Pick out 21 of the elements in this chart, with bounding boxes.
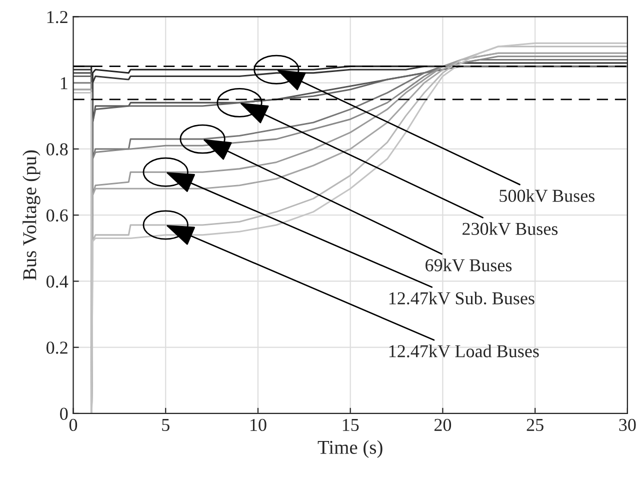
x-tick-label: 30 <box>619 418 636 432</box>
x-tick-label: 0 <box>69 418 78 432</box>
annotation: 12.47kV Load Buses <box>389 344 539 358</box>
y-axis-title: Bus Voltage (pu) <box>22 150 40 280</box>
y-tick-label: 0.4 <box>46 275 68 288</box>
annotation: 12.47kV Sub. Buses <box>389 292 534 305</box>
annotation: 69kV Buses <box>426 258 512 272</box>
y-tick-label: 0.6 <box>46 209 68 222</box>
y-tick-label: 0.2 <box>46 342 68 354</box>
y-tick-label: 0 <box>60 408 68 420</box>
y-tick-label: 1.2 <box>47 11 68 24</box>
x-tick-label: 25 <box>526 418 544 432</box>
annotation: 230kV Buses <box>462 222 558 236</box>
x-tick-label: 5 <box>162 419 170 432</box>
x-tick-label: 10 <box>250 418 266 432</box>
annotation: 500kV Buses <box>500 189 595 202</box>
y-tick-label: 1 <box>60 77 68 90</box>
y-tick-label: 0.8 <box>46 143 68 156</box>
x-axis-title: Time (s) <box>318 440 382 458</box>
x-tick-label: 15 <box>342 418 359 432</box>
x-tick-label: 20 <box>434 418 452 432</box>
